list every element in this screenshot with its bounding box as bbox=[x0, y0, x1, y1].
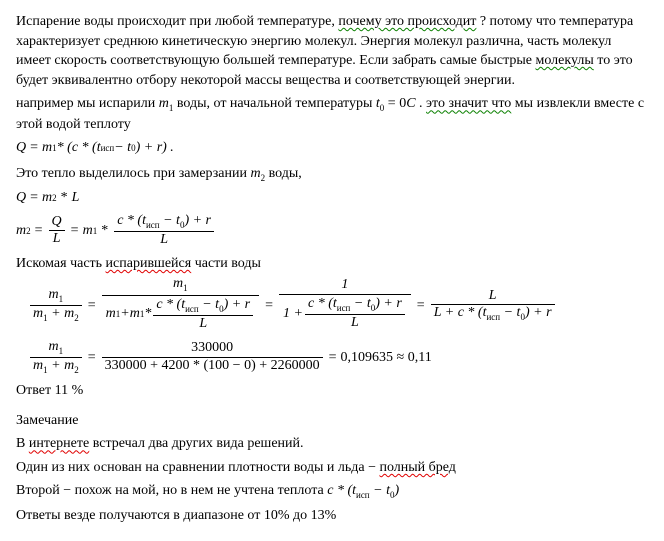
equation-q2: Q= m2 *L bbox=[16, 188, 648, 208]
equation-q1: Q= m1 * (c * (tисп − t0 ) + r) . bbox=[16, 138, 648, 158]
spell-underline: интернете bbox=[29, 436, 89, 451]
paragraph-4: Искомая часть испарившейся части воды bbox=[16, 254, 648, 274]
text: Искомая часть bbox=[16, 256, 106, 271]
text: встречал два других вида решений. bbox=[89, 436, 303, 451]
fraction: m1 m1 + m1 * c * (tисп − t0) + r L bbox=[102, 277, 260, 333]
formula: c * (tисп − t0) bbox=[327, 483, 399, 498]
note-1: В интернете встречал два других вида реш… bbox=[16, 434, 648, 454]
equation-chain-1: m1 m1 + m2 = m1 m1 + m1 * c * (tисп − t0… bbox=[28, 277, 648, 333]
equation-m2: m2 = Q L = m1 * c * (tисп − t0) + r L bbox=[16, 214, 648, 248]
answer-line: Ответ 11 % bbox=[16, 381, 648, 401]
note-4: Ответы везде получаются в диапазоне от 1… bbox=[16, 506, 648, 526]
text: части воды bbox=[191, 256, 261, 271]
text: Испарение воды происходит при любой темп… bbox=[16, 14, 338, 29]
fraction: c * (tисп − t0) + r L bbox=[114, 214, 214, 248]
text: Один из них основан на сравнении плотнос… bbox=[16, 460, 379, 475]
unit-c: C bbox=[406, 96, 415, 111]
paragraph-3: Это тепло выделилось при замерзании m2 в… bbox=[16, 164, 648, 184]
text: В bbox=[16, 436, 29, 451]
note-3: Второй − похож на мой, но в нем не учтен… bbox=[16, 481, 648, 501]
paragraph-1: Испарение воды происходит при любой темп… bbox=[16, 12, 648, 90]
grammar-underline: это значит что bbox=[426, 96, 511, 111]
equation-numeric: m1 m1 + m2 = 330000 330000 + 4200 * (100… bbox=[28, 340, 648, 375]
text: Второй − похож на мой, но в нем не учтен… bbox=[16, 483, 327, 498]
text: Это тепло выделилось при замерзании bbox=[16, 166, 250, 181]
paragraph-2: например мы испарили m1 воды, от начальн… bbox=[16, 94, 648, 134]
note-heading: Замечание bbox=[16, 411, 648, 431]
fraction: m1 m1 + m2 bbox=[30, 340, 82, 375]
var-m2: m2 bbox=[250, 166, 265, 181]
text: воды, от начальной температуры bbox=[173, 96, 376, 111]
text: например мы испарили bbox=[16, 96, 159, 111]
fraction: L L + c * (tисп − t0) + r bbox=[431, 289, 555, 323]
var-m1: m1 bbox=[159, 96, 174, 111]
text: воды, bbox=[265, 166, 302, 181]
spell-underline: испарившейся bbox=[106, 256, 192, 271]
fraction: m1 m1 + m2 bbox=[30, 288, 82, 323]
fraction: 330000 330000 + 4200 * (100 − 0) + 22600… bbox=[102, 341, 323, 373]
note-2: Один из них основан на сравнении плотнос… bbox=[16, 458, 648, 478]
spell-underline: полный бред bbox=[379, 460, 455, 475]
grammar-underline: молекулы bbox=[536, 53, 594, 68]
text: . bbox=[416, 96, 427, 111]
fraction: Q L bbox=[49, 215, 65, 247]
text: = 0 bbox=[384, 96, 406, 111]
fraction: 1 1 + c * (tисп − t0) + r L bbox=[279, 278, 411, 333]
grammar-underline: почему это происходит bbox=[338, 14, 476, 29]
